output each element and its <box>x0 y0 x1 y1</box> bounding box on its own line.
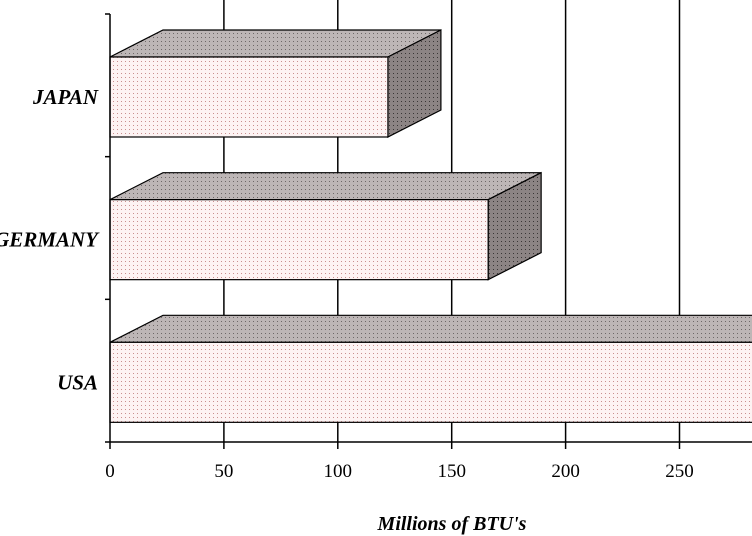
x-tick-label: 50 <box>214 461 233 482</box>
bar-top-face <box>109 29 442 58</box>
x-tick-label: 150 <box>437 461 466 482</box>
bar-front-face <box>109 199 489 281</box>
x-tick-label: 0 <box>105 461 115 482</box>
bar-germany <box>109 171 542 281</box>
bar-front-face <box>109 341 752 423</box>
category-label: USA <box>57 370 98 394</box>
x-axis-title: Millions of BTU's <box>377 513 527 535</box>
bar-top-face <box>109 172 542 201</box>
axes <box>105 13 752 449</box>
category-label: JAPAN <box>32 85 99 109</box>
tick-labels: 0 50 100 150 200 250 <box>105 461 694 482</box>
bar-usa <box>109 314 752 423</box>
bars <box>109 29 752 423</box>
category-label: GERMANY <box>0 228 100 252</box>
x-tick-label: 250 <box>665 461 694 482</box>
x-tick-label: 200 <box>551 461 580 482</box>
bar-japan <box>109 29 442 138</box>
x-tick-label: 100 <box>324 461 353 482</box>
bar-top-face <box>109 314 752 343</box>
category-labels: JAPAN GERMANY USA <box>0 85 100 394</box>
bar-front-face <box>109 56 389 138</box>
